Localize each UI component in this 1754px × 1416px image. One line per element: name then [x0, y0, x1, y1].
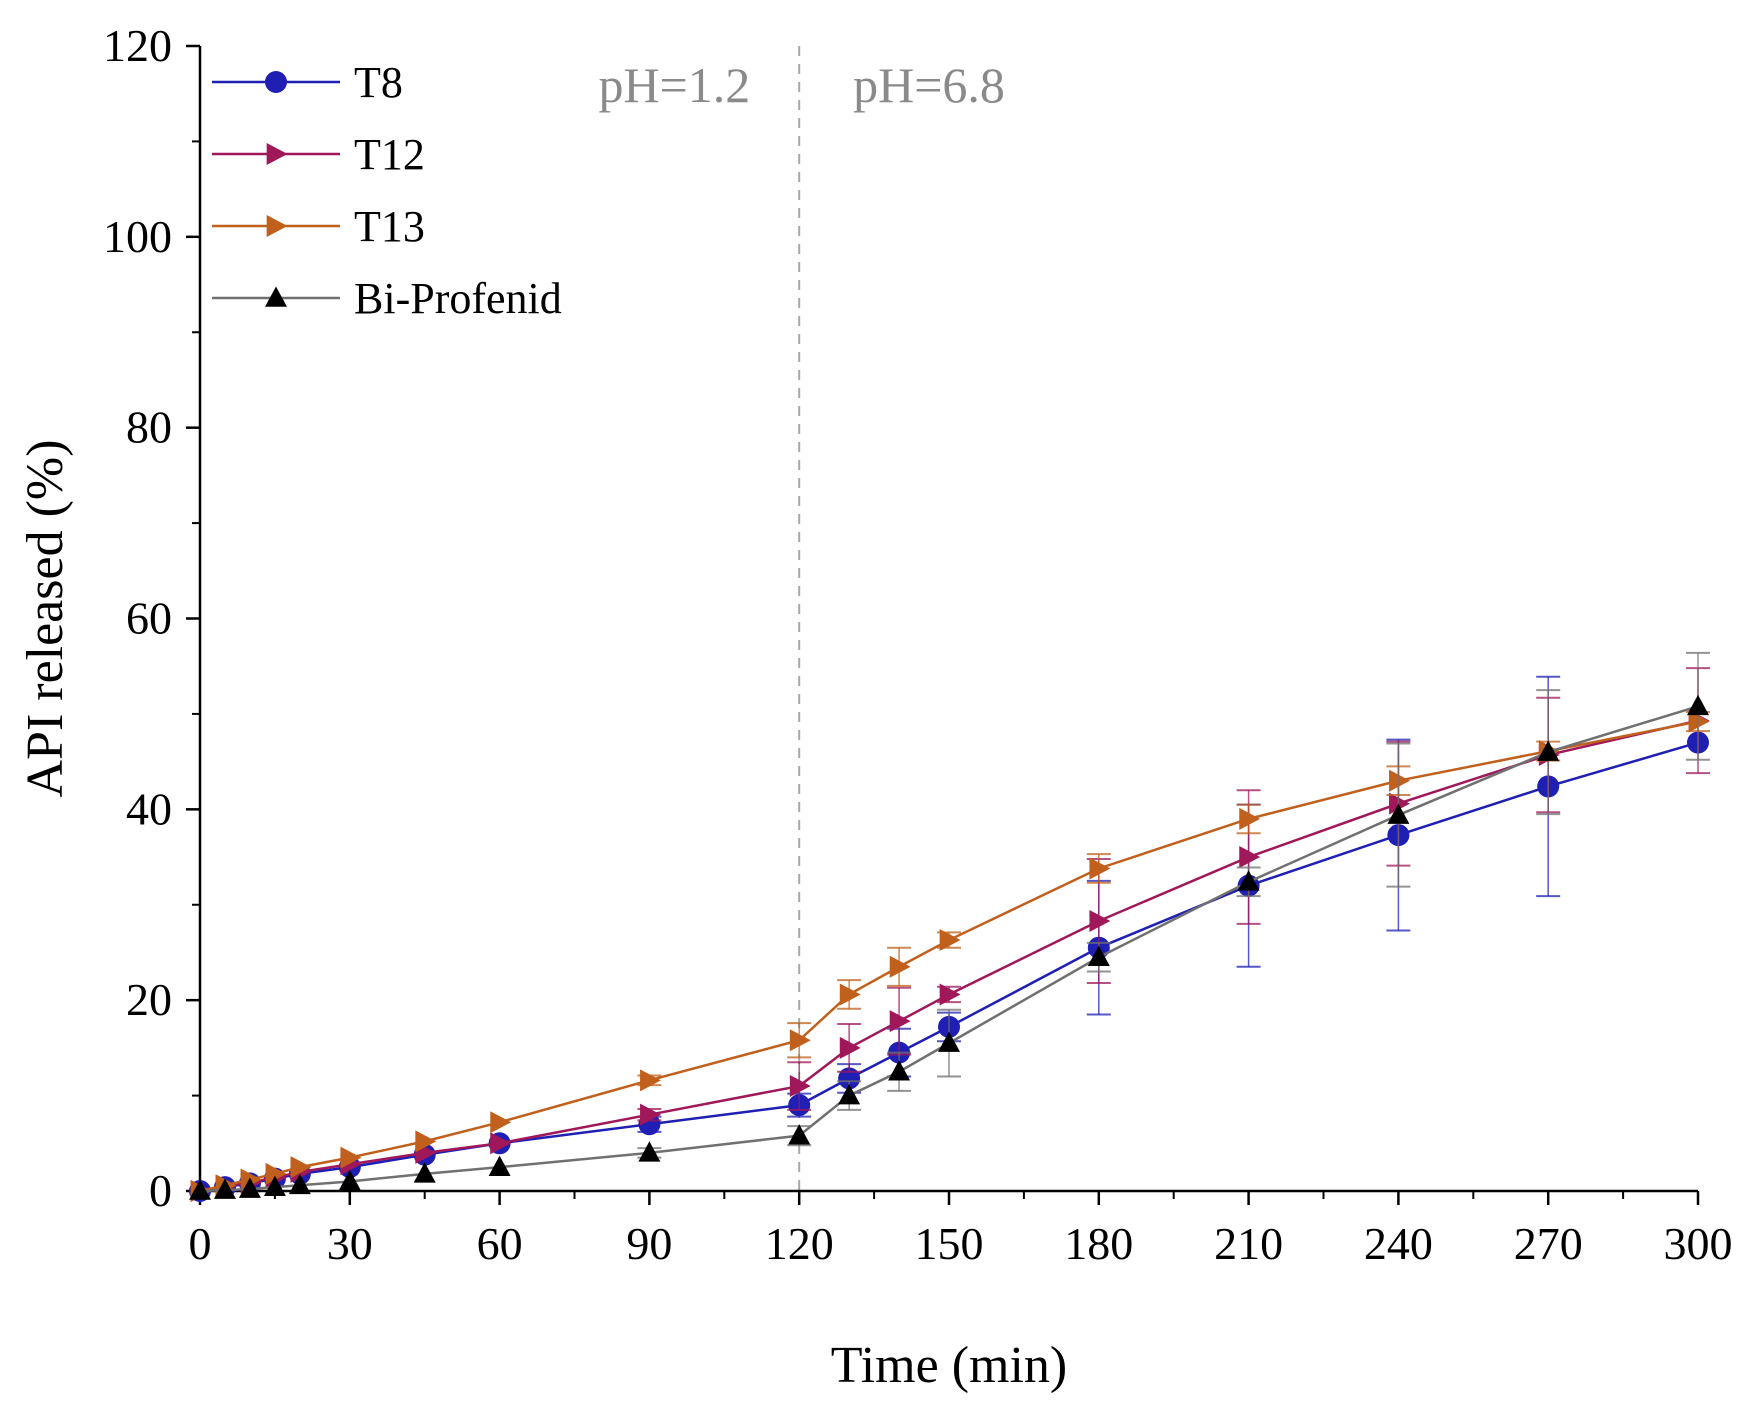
legend-marker: [266, 143, 288, 165]
data-point: [490, 1132, 512, 1155]
data-point: [1387, 803, 1410, 824]
y-tick-label: 40: [126, 783, 172, 834]
data-point: [1688, 710, 1710, 733]
data-point: [838, 1067, 861, 1090]
data-point: [488, 1155, 511, 1176]
y-tick-label: 100: [103, 211, 172, 262]
data-point: [415, 1130, 437, 1153]
legend-item-bi-profenid: Bi-Profenid: [212, 274, 562, 323]
data-point: [838, 1084, 861, 1105]
x-axis-title: Time (min): [831, 1337, 1067, 1394]
series-layer: [189, 651, 1710, 1202]
x-tick-label: 270: [1514, 1218, 1583, 1269]
data-point: [413, 1162, 436, 1183]
data-point: [1389, 792, 1410, 815]
data-point: [1237, 870, 1260, 891]
data-point: [889, 955, 911, 978]
y-tick-label: 0: [149, 1165, 172, 1216]
x-tick-label: 90: [626, 1218, 672, 1269]
series-bi-profenid: [189, 651, 1710, 1200]
data-point: [638, 1141, 661, 1162]
annotation-ph-neutral: pH=6.8: [853, 57, 1005, 113]
data-point: [288, 1173, 311, 1195]
x-tick-label: 120: [765, 1218, 834, 1269]
data-point: [938, 1031, 960, 1052]
data-point: [888, 1060, 911, 1081]
x-tick-label: 30: [327, 1218, 373, 1269]
data-point: [1239, 807, 1261, 830]
legend-label: T12: [354, 130, 425, 179]
annotation-layer: pH=1.2 pH=6.8: [598, 57, 1004, 113]
data-point: [889, 1010, 911, 1033]
y-tick-label: 120: [103, 20, 172, 71]
data-point: [1089, 909, 1111, 932]
x-tick-label: 210: [1214, 1218, 1283, 1269]
data-point: [1389, 769, 1410, 792]
data-point: [640, 1103, 661, 1126]
x-tick-label: 0: [189, 1218, 212, 1269]
y-tick-label: 80: [126, 402, 172, 453]
data-point: [789, 1075, 811, 1098]
legend-item-t12: T12: [212, 130, 425, 179]
data-point: [939, 983, 961, 1006]
data-point: [265, 1162, 287, 1185]
x-tick-label: 240: [1364, 1218, 1433, 1269]
legend-label: T8: [354, 58, 403, 107]
data-point: [939, 929, 961, 952]
data-point: [1537, 740, 1560, 761]
data-point: [1087, 945, 1110, 967]
legend-item-t8: T8: [212, 58, 403, 107]
y-tick-label: 60: [126, 593, 172, 644]
data-point: [213, 1178, 236, 1199]
data-point: [238, 1177, 261, 1198]
legend-label: Bi-Profenid: [354, 274, 562, 323]
data-point: [788, 1124, 811, 1145]
data-point: [240, 1168, 262, 1191]
data-point: [1687, 694, 1709, 716]
x-tick-label: 300: [1664, 1218, 1733, 1269]
legend-marker: [266, 215, 288, 237]
data-point: [839, 983, 861, 1006]
data-point: [338, 1169, 361, 1191]
axes-layer: 0 30 60 90 120 150 180 210 240 270 300 0 20 40 60 80 100…: [103, 20, 1733, 1269]
legend-marker: [265, 286, 287, 307]
x-tick-label: 60: [477, 1218, 523, 1269]
data-point: [189, 1179, 211, 1200]
legend-label: T13: [354, 202, 425, 251]
data-point: [839, 1036, 861, 1059]
data-point: [290, 1156, 312, 1179]
legend-item-t13: T13: [212, 202, 425, 251]
data-point: [263, 1175, 286, 1196]
data-point: [1089, 857, 1111, 880]
x-tick-label: 150: [915, 1218, 984, 1269]
data-point: [789, 1029, 811, 1052]
legend-marker: [265, 71, 287, 93]
data-point: [340, 1146, 362, 1169]
data-point: [640, 1069, 661, 1092]
y-axis-title: API released (%): [17, 439, 74, 797]
annotation-ph-acid: pH=1.2: [598, 57, 750, 113]
legend: T8 T12 T13 Bi-Profenid: [212, 58, 562, 323]
y-tick-label: 20: [126, 974, 172, 1025]
data-point: [1239, 846, 1261, 869]
data-point: [490, 1111, 512, 1134]
x-tick-label: 180: [1064, 1218, 1133, 1269]
